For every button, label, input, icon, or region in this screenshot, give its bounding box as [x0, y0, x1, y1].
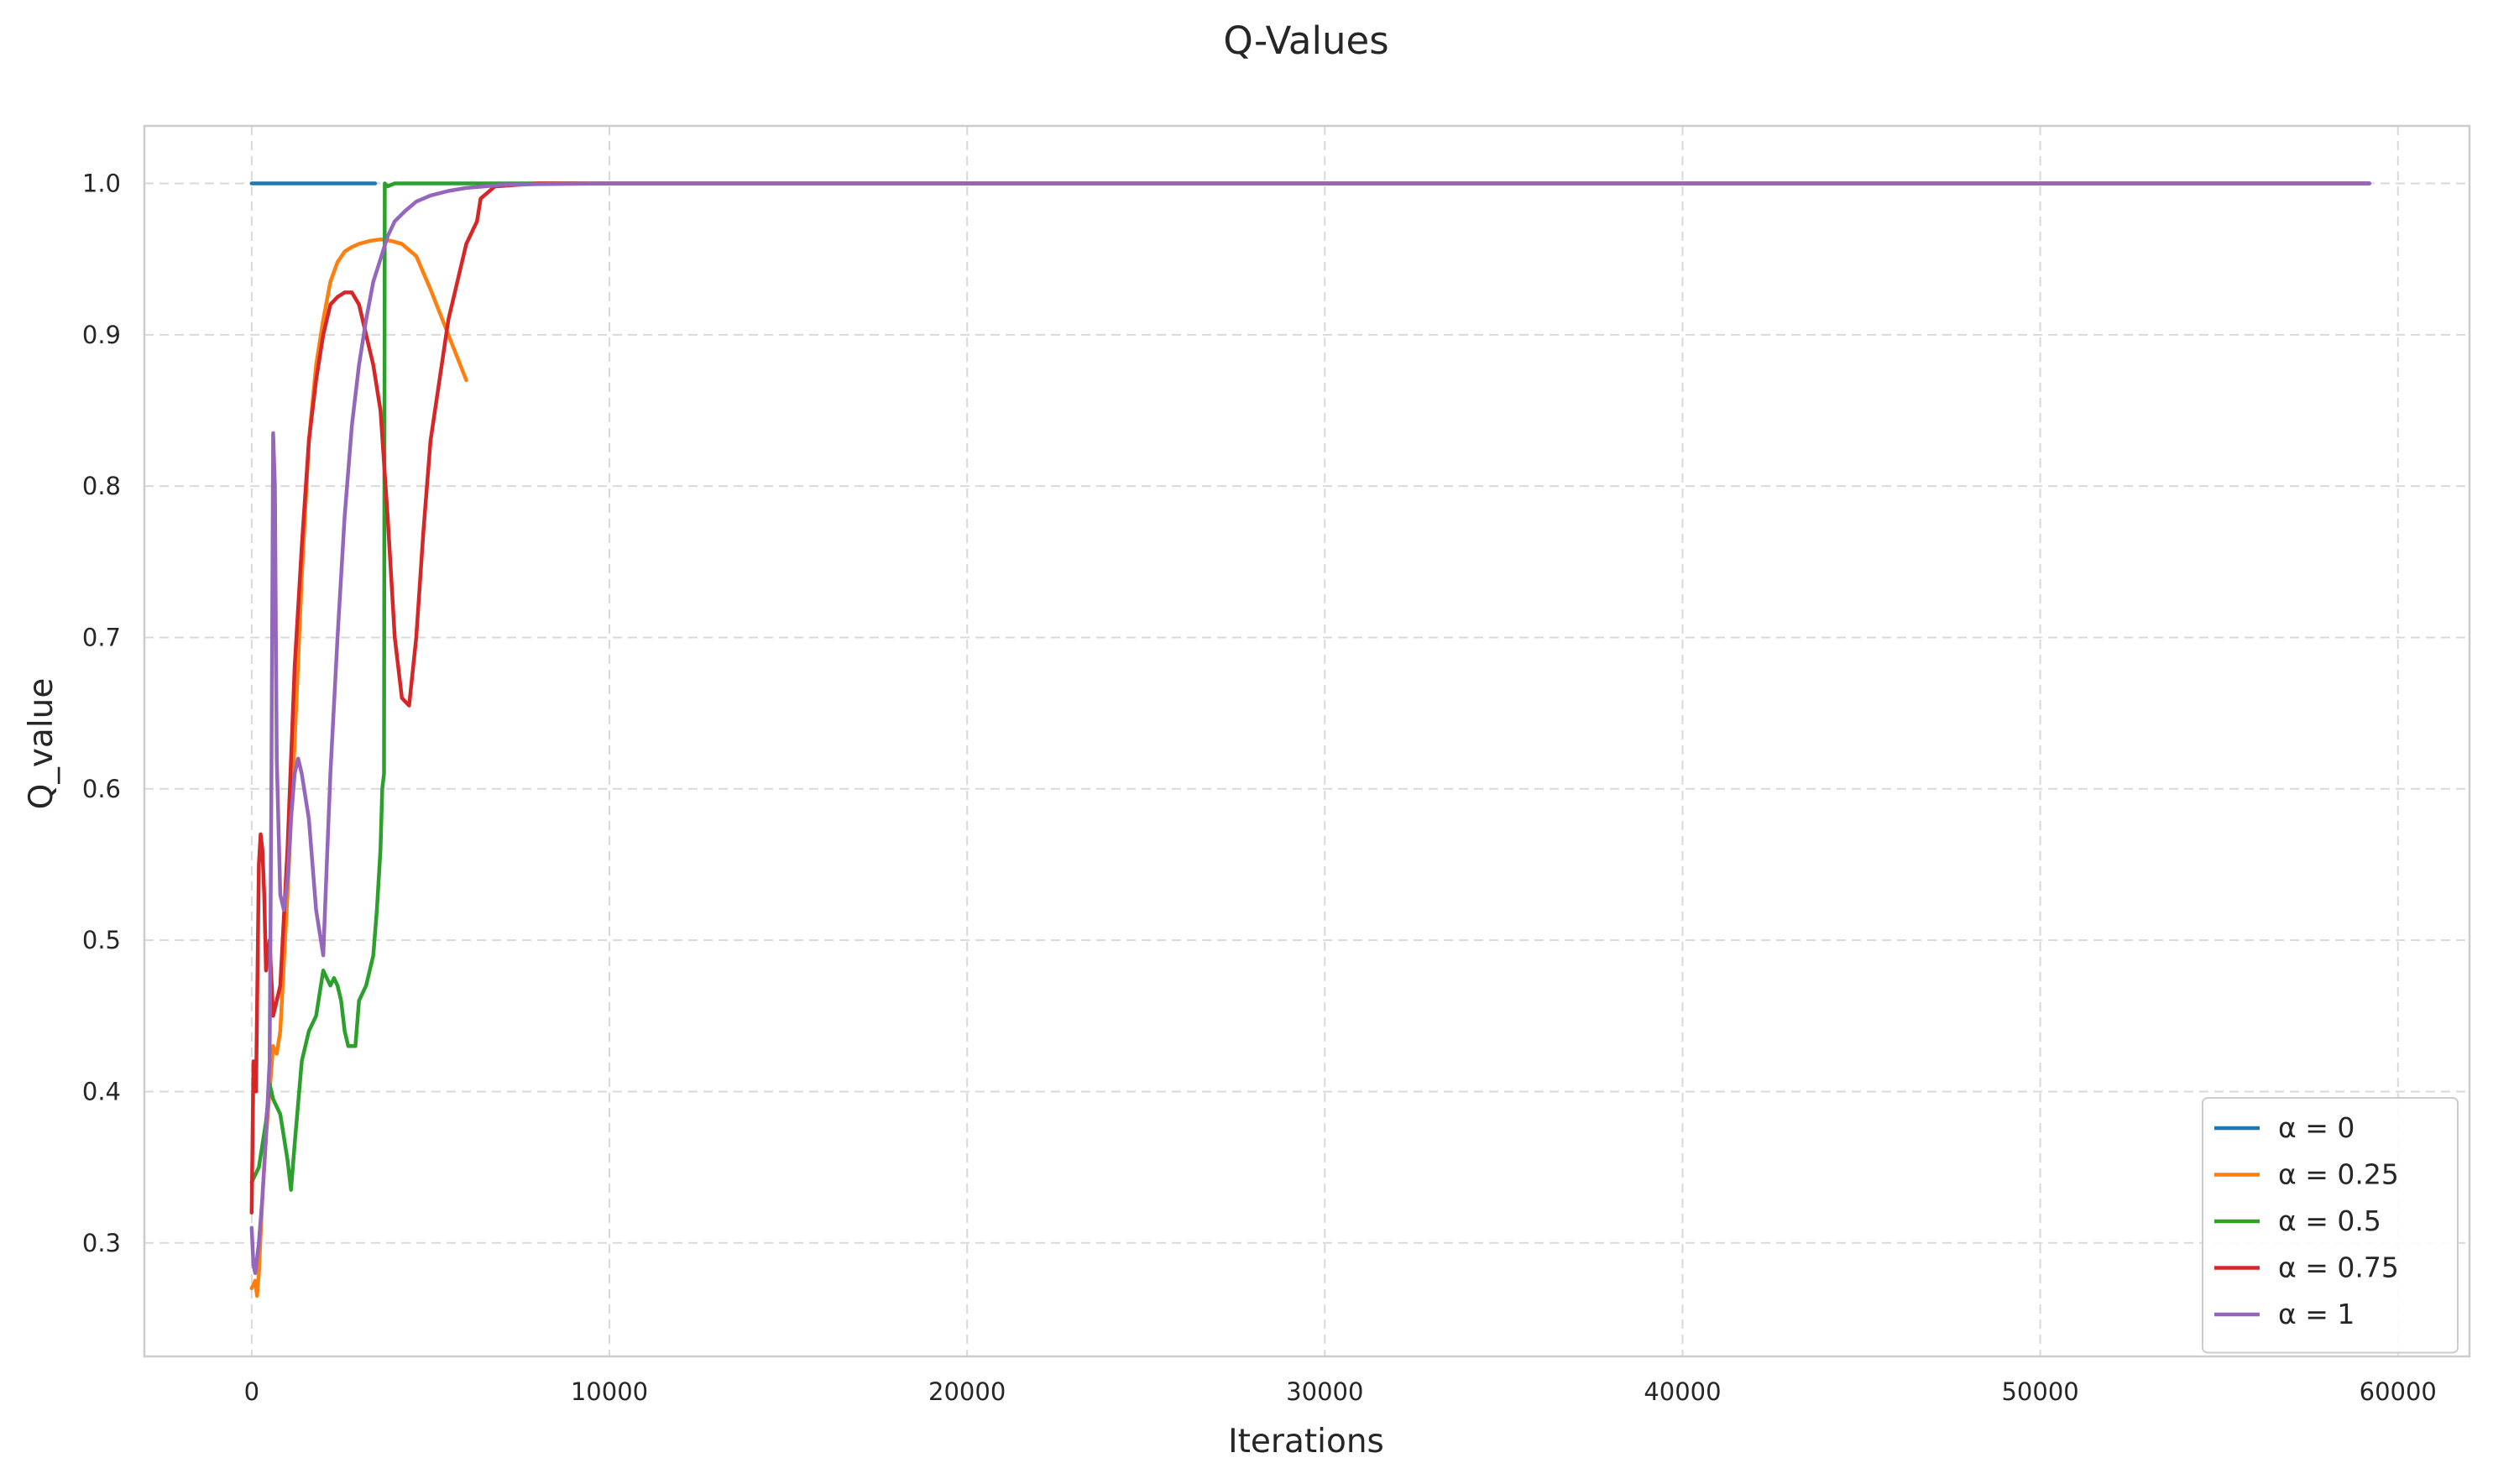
- legend-label: α = 0: [2278, 1111, 2354, 1144]
- x-tick-label: 60000: [2360, 1377, 2437, 1406]
- x-tick-label: 10000: [571, 1377, 648, 1406]
- x-tick-labels: 0 10000 20000 30000 40000 50000 60000: [244, 1377, 2437, 1406]
- series-lines: [249, 181, 2371, 1298]
- chart-title: Q-Values: [1223, 18, 1388, 63]
- y-tick-label: 0.7: [82, 623, 121, 651]
- series-line-4: [249, 181, 2371, 1276]
- series-line-2: [249, 181, 2371, 1192]
- x-tick-label: 20000: [928, 1377, 1006, 1406]
- legend-label: α = 0.75: [2278, 1251, 2399, 1284]
- x-tick-label: 50000: [2001, 1377, 2078, 1406]
- plot-area: [144, 126, 2469, 1356]
- x-tick-label: 30000: [1286, 1377, 1363, 1406]
- y-tick-labels: 0.3 0.4 0.5 0.6 0.7 0.8 0.9 1.0: [82, 170, 121, 1257]
- y-axis-label: Q_value: [23, 678, 60, 810]
- y-tick-label: 0.6: [82, 775, 121, 803]
- y-tick-label: 0.5: [82, 926, 121, 954]
- legend-label: α = 0.5: [2278, 1204, 2381, 1237]
- y-tick-label: 1.0: [82, 170, 121, 198]
- series-line-3: [249, 181, 2371, 1215]
- y-tick-label: 0.3: [82, 1229, 121, 1257]
- y-tick-label: 0.4: [82, 1077, 121, 1105]
- plot-frame: [143, 124, 2471, 1358]
- y-tick-label: 0.9: [82, 321, 121, 349]
- legend: α = 0 α = 0.25 α = 0.5 α = 0.75 α = 1: [2202, 1097, 2459, 1354]
- x-tick-label: 40000: [1644, 1377, 1721, 1406]
- legend-label: α = 1: [2278, 1298, 2354, 1330]
- y-tick-label: 0.8: [82, 472, 121, 500]
- legend-frame: [2202, 1097, 2459, 1354]
- x-axis-label: Iterations: [1228, 1423, 1384, 1460]
- legend-label: α = 0.25: [2278, 1158, 2399, 1191]
- x-tick-label: 0: [244, 1377, 259, 1406]
